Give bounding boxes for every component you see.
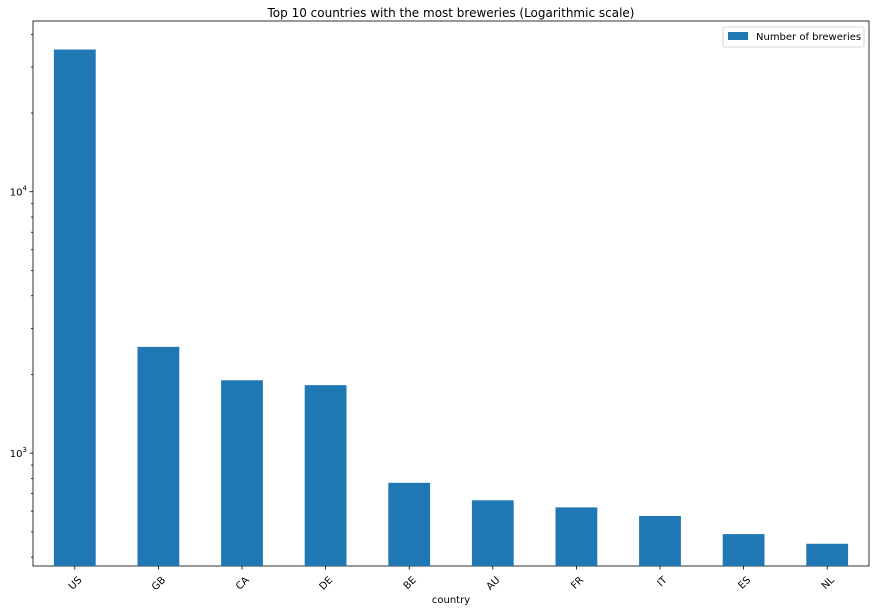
legend-label: Number of breweries (756, 32, 861, 43)
bar-us[interactable] (53, 49, 96, 566)
x-axis-label: country (432, 595, 470, 606)
chart-title: Top 10 countries with the most breweries… (267, 6, 635, 20)
y-tick-label: 103 (10, 446, 27, 460)
bar-nl[interactable] (806, 543, 849, 566)
bar-de[interactable] (304, 385, 347, 566)
bar-es[interactable] (722, 534, 765, 566)
legend[interactable]: Number of breweries (722, 26, 865, 48)
bar-fr[interactable] (555, 507, 598, 566)
legend-box (722, 26, 865, 48)
y-tick-label: 104 (10, 185, 28, 199)
bar-be[interactable] (388, 482, 431, 566)
bars-layer (53, 49, 849, 566)
y-axis: 103 104 (10, 33, 33, 558)
legend-swatch (728, 32, 748, 40)
bar-au[interactable] (471, 500, 514, 566)
plot-area (32, 20, 870, 567)
bar-gb[interactable] (137, 346, 180, 566)
bar-ca[interactable] (221, 380, 263, 566)
bar-it[interactable] (639, 515, 681, 566)
